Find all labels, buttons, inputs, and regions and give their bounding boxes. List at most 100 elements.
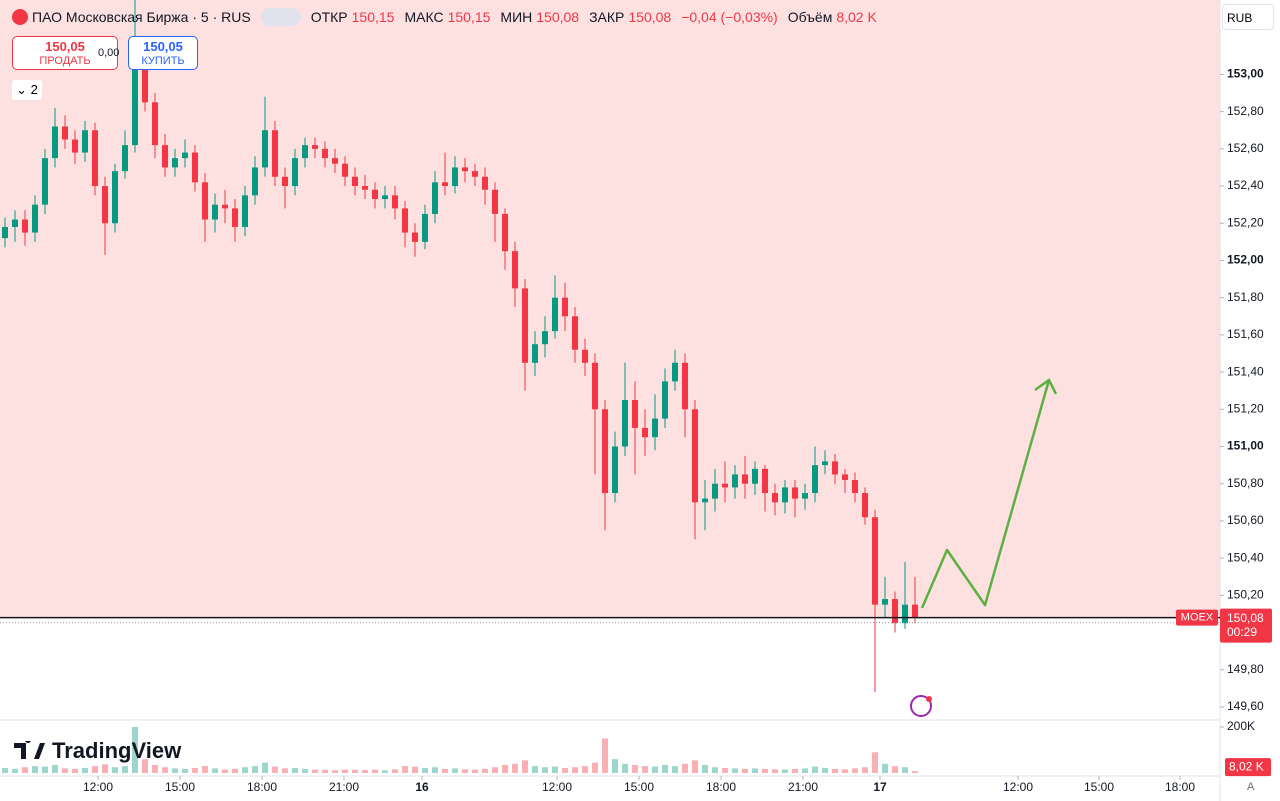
volume-bar (852, 768, 858, 773)
candle-body (482, 176, 488, 190)
low-value: 150,08 (536, 9, 580, 25)
candle-body (22, 219, 28, 233)
countdown: 00:29 (1227, 625, 1257, 639)
volume-bar (142, 759, 148, 773)
candle-body (642, 427, 648, 438)
indicators-count: 2 (30, 82, 38, 97)
volume-bar (402, 766, 408, 773)
last-price-label: 150,08 (1227, 611, 1264, 625)
volume-bar (832, 768, 838, 773)
volume-bar (432, 767, 438, 773)
candle-body (132, 65, 138, 146)
volume-bar (302, 768, 308, 773)
volume-bar (262, 762, 268, 773)
candle-body (652, 418, 658, 438)
volume-bar (702, 764, 708, 773)
scale-mode[interactable]: A (1247, 781, 1255, 793)
candle-body (592, 362, 598, 410)
indicators-toggle[interactable]: ⌄ 2 (12, 80, 42, 100)
candle-body (272, 130, 278, 177)
candle-body (512, 251, 518, 289)
candle-body (162, 145, 168, 168)
candle-body (322, 148, 328, 159)
volume-bar (862, 767, 868, 773)
x-tick-label: 18:00 (247, 780, 277, 794)
forecast-arrowhead (1034, 378, 1058, 395)
volume-bar (92, 766, 98, 773)
candle-body (682, 362, 688, 410)
volume-bar (842, 769, 848, 773)
candle-body (352, 176, 358, 187)
sell-price: 150,05 (45, 39, 85, 54)
buy-button[interactable]: 150,05 КУПИТЬ (128, 36, 198, 70)
candle-body (702, 498, 708, 503)
y-tick-label: 151,20 (1227, 401, 1264, 415)
y-tick-label: 150,20 (1227, 588, 1264, 602)
candle-body (722, 483, 728, 488)
candle-body (172, 158, 178, 168)
volume-bar (732, 768, 738, 773)
volume-bar (112, 767, 118, 773)
candle-body (432, 182, 438, 214)
y-tick-label: 152,00 (1227, 253, 1264, 267)
candle-body (492, 189, 498, 214)
candle-body (542, 331, 548, 345)
candle-body (292, 158, 298, 187)
high-label: МАКС (404, 9, 444, 25)
candle-body (552, 297, 558, 332)
sell-button[interactable]: 150,05 ПРОДАТЬ (12, 36, 118, 70)
x-tick-label: 12:00 (1003, 780, 1033, 794)
candle-body (792, 487, 798, 499)
candle-body (472, 171, 478, 177)
x-tick-label: 16 (415, 780, 429, 794)
volume-bar (322, 769, 328, 773)
volume-bar (782, 769, 788, 773)
candle-body (242, 195, 248, 227)
candle-body (142, 65, 148, 103)
volume-bar (462, 769, 468, 773)
candle-body (2, 226, 8, 239)
candle-body (692, 409, 698, 503)
currency-select[interactable]: RUB (1222, 4, 1274, 30)
candle-body (202, 182, 208, 220)
volume-bar (502, 764, 508, 773)
x-tick-label: 18:00 (1165, 780, 1195, 794)
candle-body (372, 189, 378, 200)
volume-bar (682, 763, 688, 773)
symbol[interactable]: ПАО Московская Биржа · 5 · RUS (32, 9, 251, 25)
volume-bar (892, 766, 898, 773)
volume-bar (232, 768, 238, 773)
volume-bar (442, 768, 448, 773)
high-value: 150,15 (447, 9, 491, 25)
volume-bar (602, 738, 608, 773)
volume-bar (212, 768, 218, 773)
volume-bar (362, 770, 368, 773)
candle-body (802, 493, 808, 499)
spread: 0,00 (98, 47, 120, 59)
volume-bar (162, 767, 168, 773)
volume-bar (642, 766, 648, 773)
y-tick-label: 152,60 (1227, 141, 1264, 155)
volume-bar (512, 763, 518, 773)
logo-icon (14, 741, 45, 759)
x-tick-label: 15:00 (1084, 780, 1114, 794)
candle-body (892, 599, 898, 624)
volume-bar (562, 767, 568, 773)
open-value: 150,15 (351, 9, 395, 25)
candle-body (882, 599, 888, 605)
volume-bar (182, 768, 188, 773)
volume-bar (222, 769, 228, 773)
candle-body (612, 446, 618, 494)
candle-body (312, 145, 318, 149)
volume-bar (822, 767, 828, 773)
candle-body (82, 130, 88, 153)
volume-bar (542, 767, 548, 773)
volume-bar (552, 766, 558, 773)
volume-bar (282, 768, 288, 773)
volume-value-label: 8,02 K (1229, 759, 1264, 773)
volume-bar (332, 770, 338, 773)
candle-body (72, 139, 78, 153)
close-label: ЗАКР (589, 9, 625, 25)
y-tick-label: 149,60 (1227, 699, 1264, 713)
